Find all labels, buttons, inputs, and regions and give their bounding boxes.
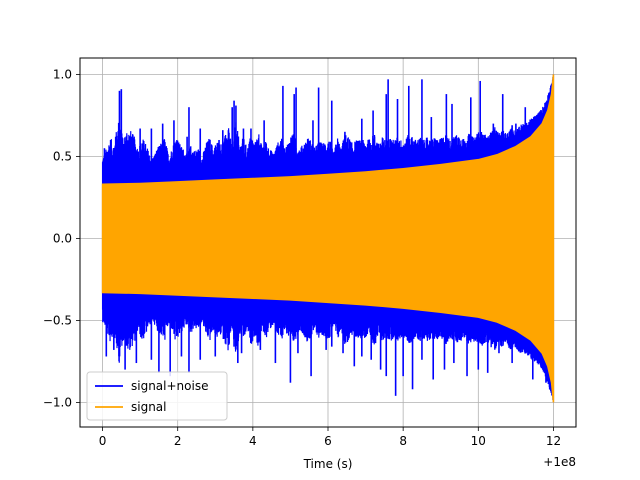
series-signal-envelope: [101, 74, 555, 403]
y-tick-label-1: −0.5: [43, 313, 72, 327]
x-tick-label-6: 12: [546, 434, 561, 448]
y-tick-label-0: −1.0: [43, 395, 72, 409]
legend-label-1: signal: [131, 400, 167, 414]
x-ticks: 0 2 4 6 8 10 12: [99, 427, 561, 448]
x-tick-label-0: 0: [99, 434, 107, 448]
plot-area: [101, 74, 555, 403]
x-tick-label-2: 4: [249, 434, 257, 448]
x-tick-label-4: 8: [399, 434, 407, 448]
x-axis-label: Time (s): [303, 457, 353, 471]
y-tick-label-3: 0.5: [53, 149, 72, 163]
y-ticks: −1.0 −0.5 0.0 0.5 1.0: [43, 67, 80, 409]
legend-box: [86, 371, 228, 421]
x-tick-label-5: 10: [471, 434, 486, 448]
y-tick-label-2: 0.0: [53, 231, 72, 245]
x-offset-label: +1e8: [543, 455, 576, 469]
x-tick-label-3: 6: [324, 434, 332, 448]
y-tick-label-4: 1.0: [53, 67, 72, 81]
legend: signal+noise signal: [86, 371, 228, 421]
x-tick-label-1: 2: [174, 434, 182, 448]
legend-label-0: signal+noise: [131, 379, 208, 393]
